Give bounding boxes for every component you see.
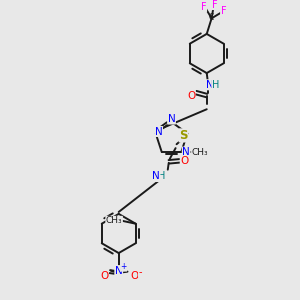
Text: O: O xyxy=(187,91,195,100)
Text: N: N xyxy=(206,80,214,90)
Text: C: C xyxy=(209,13,214,22)
Text: O: O xyxy=(100,271,108,281)
Text: H: H xyxy=(158,172,166,182)
Text: +: + xyxy=(120,262,127,271)
Text: F: F xyxy=(212,0,218,10)
Text: CH₃: CH₃ xyxy=(192,148,208,157)
Text: O: O xyxy=(180,156,188,166)
Text: CH₃: CH₃ xyxy=(106,216,122,225)
Text: N: N xyxy=(182,147,190,157)
Text: S: S xyxy=(179,129,188,142)
Text: N: N xyxy=(168,114,176,124)
Text: -: - xyxy=(139,267,142,277)
Text: F: F xyxy=(201,2,207,11)
Text: H: H xyxy=(212,80,219,90)
Text: N: N xyxy=(115,266,123,276)
Text: F: F xyxy=(220,6,226,16)
Text: N: N xyxy=(152,172,160,182)
Text: O: O xyxy=(130,271,139,281)
Text: N: N xyxy=(155,127,163,136)
